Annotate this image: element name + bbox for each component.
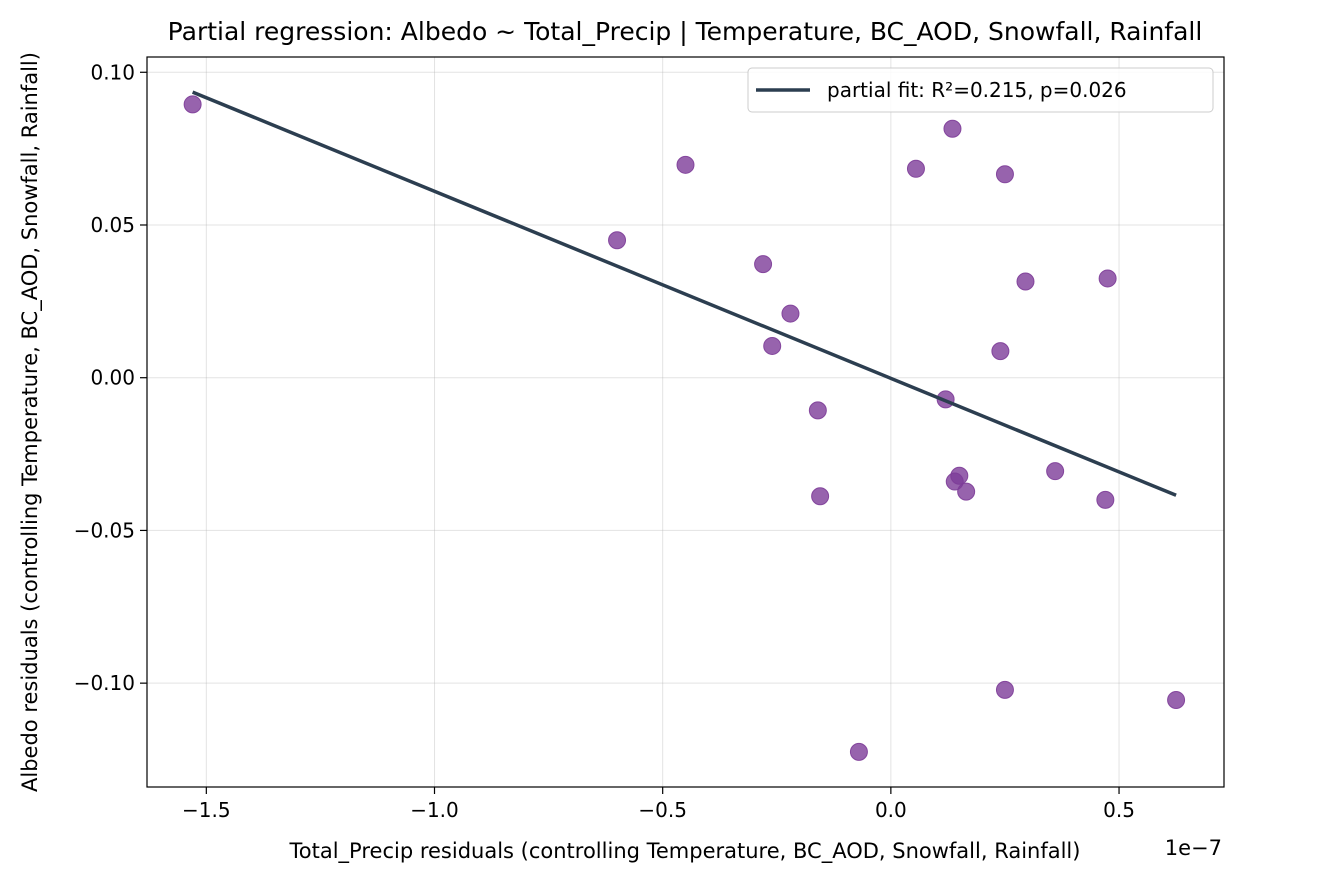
- scatter-point: [995, 680, 1014, 699]
- plot-marks: [183, 90, 1186, 761]
- scatter-point: [763, 336, 782, 355]
- scatter-point: [781, 304, 800, 323]
- scatter-point: [808, 401, 827, 420]
- axis-ticks: −1.5 −1.0 −0.5 0.0 0.5 0.10 0.05 0.00 −0.05 −0.10: [74, 60, 1135, 822]
- legend: partial fit: R²=0.215, p=0.026: [747, 67, 1214, 113]
- x-tick-label: −1.0: [410, 798, 459, 822]
- legend-entry-label: partial fit: R²=0.215, p=0.026: [827, 78, 1127, 102]
- scatter-point: [183, 95, 202, 114]
- y-tick-label: 0.00: [90, 366, 135, 390]
- scatter-point: [849, 742, 868, 761]
- x-tick-label: −0.5: [638, 798, 687, 822]
- scatter-point: [676, 155, 695, 174]
- scatter-point: [811, 487, 830, 506]
- x-tick-label: −1.5: [182, 798, 231, 822]
- y-axis-label: Albedo residuals (controlling Temperatur…: [18, 52, 43, 792]
- scatter-point: [906, 159, 925, 178]
- legend-box: [747, 67, 1214, 113]
- scatter-point: [754, 255, 773, 274]
- partial-fit-line: [191, 90, 1177, 497]
- scatter-point: [991, 342, 1010, 361]
- chart-title: Partial regression: Albedo ~ Total_Preci…: [168, 17, 1203, 46]
- scatter-point: [1167, 690, 1186, 709]
- y-tick-label: 0.05: [90, 213, 135, 237]
- y-tick-label: −0.05: [74, 518, 135, 542]
- scatter-point: [943, 119, 962, 138]
- x-tick-label: 0.0: [875, 798, 907, 822]
- scatter-point: [1016, 272, 1035, 291]
- scatter-point: [950, 466, 969, 485]
- scatter-point: [1096, 490, 1115, 509]
- x-axis-label: Total_Precip residuals (controlling Temp…: [289, 839, 1081, 864]
- y-tick-label: 0.10: [90, 60, 135, 84]
- y-tick-label: −0.10: [74, 671, 135, 695]
- x-tick-label: 0.5: [1103, 798, 1135, 822]
- plot-area-frame: [146, 56, 1225, 788]
- grid-lines: [147, 57, 1224, 787]
- scatter-point: [957, 482, 976, 501]
- scatter-point: [995, 165, 1014, 184]
- scatter-point: [608, 231, 627, 250]
- scatter-point: [1046, 462, 1065, 481]
- scatter-point: [1098, 269, 1117, 288]
- x-axis-offset-label: 1e−7: [1165, 836, 1222, 860]
